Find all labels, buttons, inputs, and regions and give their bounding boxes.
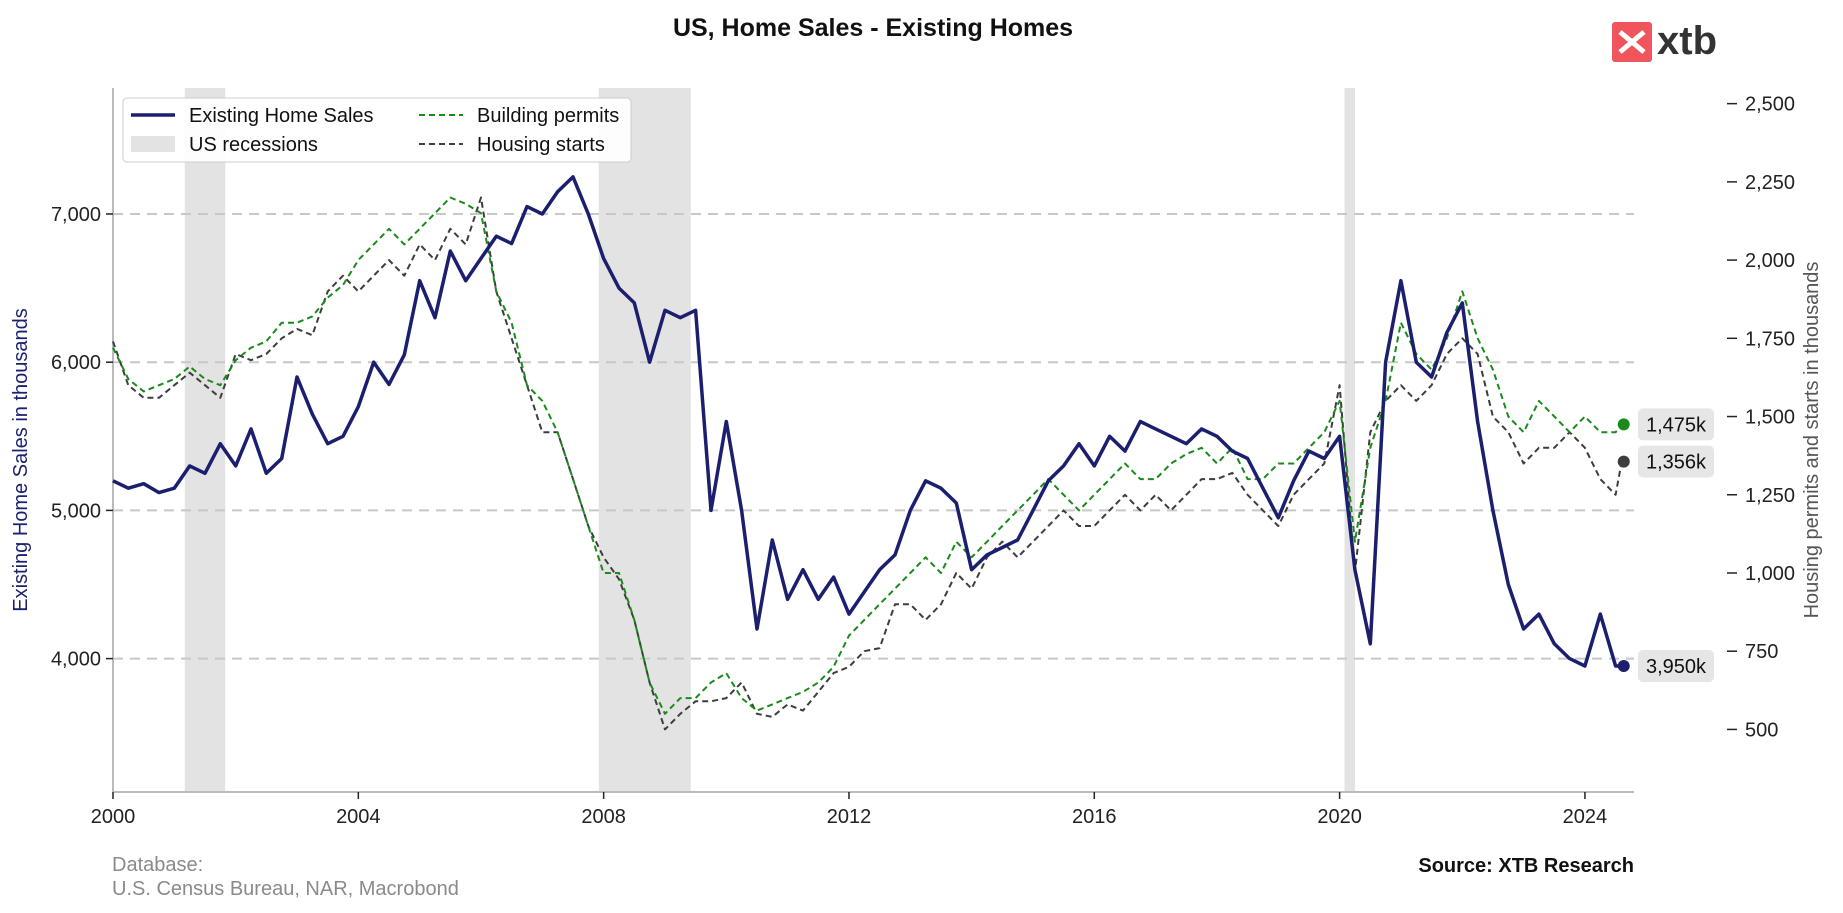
y-right-tick-label: 1,000 xyxy=(1745,563,1795,585)
x-tick-label: 2008 xyxy=(581,806,626,828)
recession-band xyxy=(598,88,691,792)
legend-label-recessions: US recessions xyxy=(189,134,318,156)
x-tick-label: 2020 xyxy=(1317,806,1362,828)
legend-swatch-recessions xyxy=(131,136,175,152)
series-line-building-permits xyxy=(112,196,1623,715)
footer-database-sources: U.S. Census Bureau, NAR, Macrobond xyxy=(112,878,459,900)
xtb-logo-text: xtb xyxy=(1657,19,1717,63)
y-right-tick-label: 2,500 xyxy=(1745,94,1795,116)
end-badge xyxy=(1638,650,1714,683)
legend-box xyxy=(122,97,632,163)
legend-label-sales: Existing Home Sales xyxy=(189,105,374,127)
y-right-tick-label: 1,750 xyxy=(1745,328,1795,350)
y-axis-right-label: Housing permits and starts in thousands xyxy=(1801,262,1823,619)
footer-source: Source: XTB Research xyxy=(1418,855,1634,877)
legend-label-starts: Housing starts xyxy=(477,134,605,156)
grid-lines xyxy=(113,212,1634,660)
chart-title: US, Home Sales - Existing Homes xyxy=(673,14,1073,42)
series-lines xyxy=(112,175,1623,731)
y-right-tick-label: 1,500 xyxy=(1745,407,1795,429)
y-right-tick-label: 2,000 xyxy=(1745,250,1795,272)
recession-band xyxy=(1344,88,1355,792)
end-dot xyxy=(1617,455,1630,468)
y-right-tick-label: 750 xyxy=(1745,641,1778,663)
y-right-tick-label: 500 xyxy=(1745,719,1778,741)
end-badge-label: 3,950k xyxy=(1646,656,1707,678)
recession-band xyxy=(184,88,226,792)
end-badge xyxy=(1638,445,1714,478)
series-line-existing-home-sales xyxy=(112,175,1622,668)
axes: 2000 2004 2008 2012 2016 2020 2024 4,000 5,000 6,… xyxy=(51,88,1795,828)
y-left-tick-label: 5,000 xyxy=(51,500,101,522)
y-right-tick-label: 2,250 xyxy=(1745,172,1795,194)
y-left-tick-label: 4,000 xyxy=(51,649,101,671)
legend-label-permits: Building permits xyxy=(477,105,619,127)
end-badge-label: 1,356k xyxy=(1646,452,1707,474)
legend: Existing Home Sales Building permits US … xyxy=(122,97,632,163)
end-dot xyxy=(1617,660,1630,673)
y-left-tick-label: 7,000 xyxy=(51,204,101,226)
end-labels: 1,475k 1,356k 3,950k xyxy=(1617,408,1714,683)
x-tick-label: 2016 xyxy=(1072,806,1117,828)
y-left-tick-label: 6,000 xyxy=(51,352,101,374)
footer-database-label: Database: xyxy=(112,854,203,876)
end-badge xyxy=(1638,408,1714,441)
x-tick-label: 2000 xyxy=(91,806,136,828)
x-tick-label: 2024 xyxy=(1563,806,1608,828)
xtb-logo-x-glyph xyxy=(1618,30,1646,54)
y-right-tick-label: 1,250 xyxy=(1745,485,1795,507)
x-tick-label: 2004 xyxy=(336,806,381,828)
x-tick-label: 2012 xyxy=(827,806,872,828)
recession-bands xyxy=(184,88,1355,792)
end-badge-label: 1,475k xyxy=(1646,414,1707,436)
xtb-logo: xtb xyxy=(1612,19,1717,63)
series-line-housing-starts xyxy=(112,196,1623,731)
end-dot xyxy=(1617,418,1630,431)
y-axis-left-label: Existing Home Sales in thousands xyxy=(10,308,32,612)
